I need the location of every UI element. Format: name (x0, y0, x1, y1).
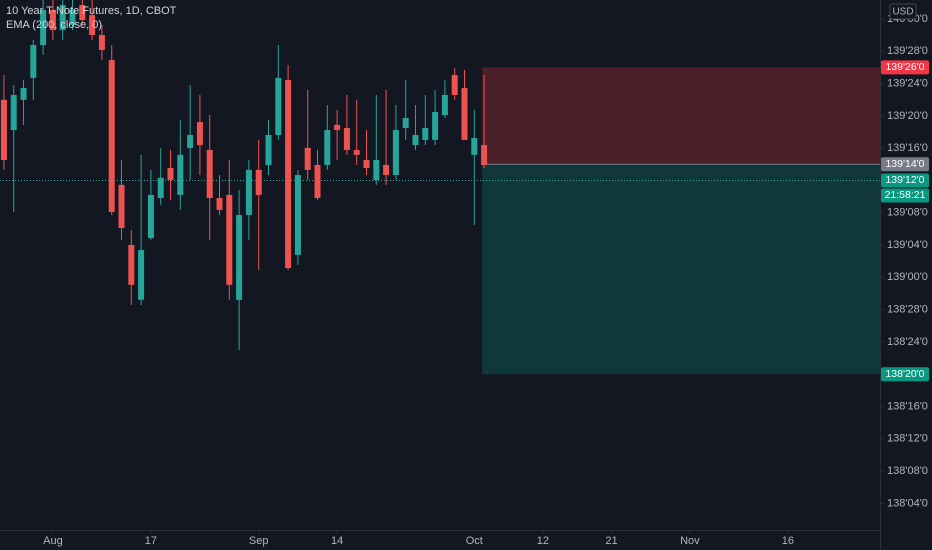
candle-body (343, 128, 350, 150)
x-tick-label: Sep (249, 535, 269, 547)
chart-title: 10 Year T-Note Futures, 1D, CBOT (6, 5, 177, 17)
y-tick-label: 139'28'0 (887, 45, 928, 57)
candle-body (30, 45, 37, 78)
x-tick-label: 14 (331, 535, 343, 547)
candle-body (432, 111, 439, 140)
stop-label: 139'26'0 (885, 61, 924, 73)
candle-body (89, 15, 96, 36)
candle-body (353, 149, 360, 155)
candle-body (285, 79, 292, 269)
target-label-bg (881, 367, 929, 382)
y-tick-label: 138'12'0 (887, 433, 928, 445)
countdown-bg (881, 188, 929, 203)
currency[interactable]: USD (892, 7, 913, 18)
candle-body (216, 198, 223, 210)
candle-body (275, 77, 282, 135)
x-tick-label: Nov (680, 535, 700, 547)
x-tick-label: Oct (466, 535, 483, 547)
x-tick-label: Aug (43, 535, 63, 547)
candle-body (304, 147, 311, 170)
candle-body (236, 215, 243, 300)
candle-body (402, 117, 409, 129)
candle-body (40, 9, 47, 46)
candle-body (383, 164, 390, 176)
candle-body (69, 9, 76, 25)
candle-body (138, 249, 145, 300)
candle-body (177, 154, 184, 195)
target-label: 138'20'0 (885, 368, 924, 380)
candle-body (118, 184, 125, 228)
candle-body (49, 9, 56, 31)
candle-body (255, 169, 262, 195)
y-tick-label: 139'24'0 (887, 77, 928, 89)
candle-body (167, 168, 174, 180)
last-price-label-bg (881, 173, 929, 188)
candle-body (373, 160, 380, 180)
candle-body (392, 130, 399, 176)
candle-body (59, 5, 66, 31)
indicator-label: EMA (200, close, 0) (6, 19, 102, 31)
candle-body (226, 194, 233, 285)
candle-body (10, 94, 17, 131)
candle-body (471, 138, 478, 155)
candle-body (196, 122, 203, 146)
candles (0, 0, 488, 350)
candle-body (265, 134, 272, 165)
currency-box[interactable] (889, 3, 917, 20)
entry-label: 139'14'0 (885, 158, 924, 170)
y-tick-label: 138'04'0 (887, 497, 928, 509)
candle-body (128, 245, 135, 285)
candle-body (147, 194, 154, 239)
last-price-label: 139'12'0 (885, 174, 924, 186)
candle-body (422, 128, 429, 140)
candle-body (481, 145, 488, 165)
y-tick-label: 139'16'0 (887, 142, 928, 154)
target-zone (482, 164, 880, 375)
candle-body (324, 130, 331, 165)
y-tick-label: 139'08'0 (887, 207, 928, 219)
candle-body (334, 124, 341, 131)
y-tick-label: 138'16'0 (887, 400, 928, 412)
candle-body (314, 164, 321, 199)
stop-zone (482, 67, 880, 165)
candle-body (187, 134, 194, 148)
candle-body (451, 75, 458, 95)
candle-body (98, 35, 105, 50)
x-tick-label: 16 (782, 535, 794, 547)
y-tick-label: 138'24'0 (887, 336, 928, 348)
candle-body (294, 175, 301, 255)
y-tick-label: 138'28'0 (887, 304, 928, 316)
candle-body (412, 134, 419, 146)
candle-body (206, 149, 213, 199)
countdown: 21:58:21 (885, 189, 926, 201)
candle-body (245, 169, 252, 216)
price-badges: 139'26'0 139'14'0 139'12'0 21:58:21 138'20'0 (881, 60, 929, 382)
x-tick-label: 21 (605, 535, 617, 547)
entry-label-bg (881, 157, 929, 172)
x-tick-label: 12 (537, 535, 549, 547)
candle-body (20, 87, 27, 100)
stop-label-bg (881, 60, 929, 75)
candle-body (108, 60, 115, 212)
candle-body (157, 177, 164, 199)
y-tick-label: 139'00'0 (887, 271, 928, 283)
candle-body (79, 5, 86, 21)
position-tool (0, 67, 880, 375)
y-tick-label: 139'04'0 (887, 239, 928, 251)
candle-body (363, 160, 370, 169)
y-tick-label: 139'20'0 (887, 110, 928, 122)
candle-body (0, 99, 7, 161)
candle-body (441, 94, 448, 116)
x-tick-label: 17 (145, 535, 157, 547)
y-tick-label: 138'08'0 (887, 465, 928, 477)
candle-body (461, 87, 468, 140)
